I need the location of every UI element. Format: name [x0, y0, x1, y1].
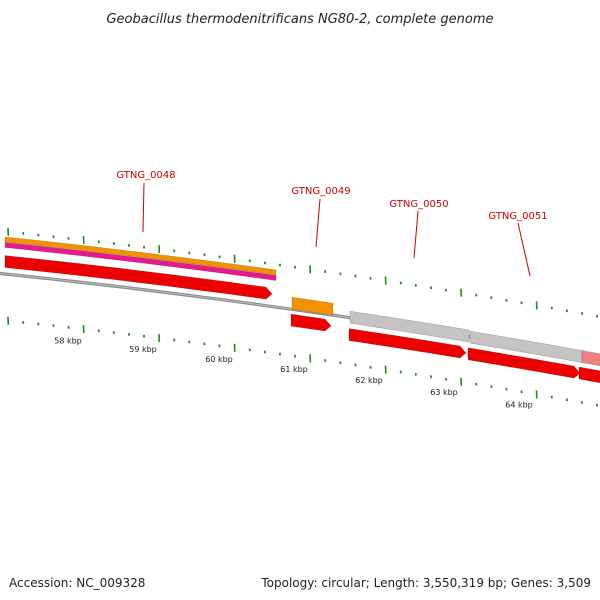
scale-label: 62 kbp — [355, 376, 383, 385]
scale-label: 61 kbp — [280, 365, 308, 374]
scale-ticks — [7, 227, 599, 407]
gene-leader-line — [517, 222, 531, 277]
scale-label: 58 kbp — [54, 336, 82, 345]
feature-tracks — [0, 236, 600, 384]
genome-summary: Topology: circular; Length: 3,550,319 bp… — [261, 576, 591, 590]
accession-label: Accession: NC_009328 — [9, 576, 146, 590]
scale-label: 60 kbp — [205, 355, 233, 364]
genome-title: Geobacillus thermodenitrificans NG80-2, … — [106, 12, 493, 27]
cds-arrow-gtng-0049 — [290, 313, 332, 332]
gene-label-gtng-0048: GTNG_0048 — [116, 170, 175, 181]
feature-band-orange — [4, 236, 277, 276]
cds-arrow-gtng-0048 — [4, 255, 273, 300]
scale-label: 64 kbp — [505, 400, 533, 409]
scale-label: 63 kbp — [430, 388, 458, 397]
cds-arrow-next — [578, 366, 600, 384]
gene-leader-line — [142, 182, 145, 233]
feature-band-orange-gtng-0049 — [291, 296, 334, 316]
gene-label-gtng-0050: GTNG_0050 — [389, 199, 448, 210]
gene-leader-line — [413, 210, 419, 259]
scale-label: 59 kbp — [129, 345, 157, 354]
gene-label-gtng-0051: GTNG_0051 — [488, 211, 547, 222]
gene-label-gtng-0049: GTNG_0049 — [291, 186, 350, 197]
feature-band-magenta — [4, 242, 277, 281]
cds-arrow-gtng-0051 — [467, 347, 581, 379]
gene-leader-line — [315, 198, 321, 248]
feature-band-pink-next — [581, 350, 600, 367]
gene-labels: 58 kbp 59 kbp 60 kbp 61 kbp 62 kbp 63 kbp 64 k… — [54, 170, 547, 409]
cds-arrow-gtng-0050 — [348, 328, 467, 359]
feature-band-grey-gtng-0050 — [349, 310, 470, 343]
